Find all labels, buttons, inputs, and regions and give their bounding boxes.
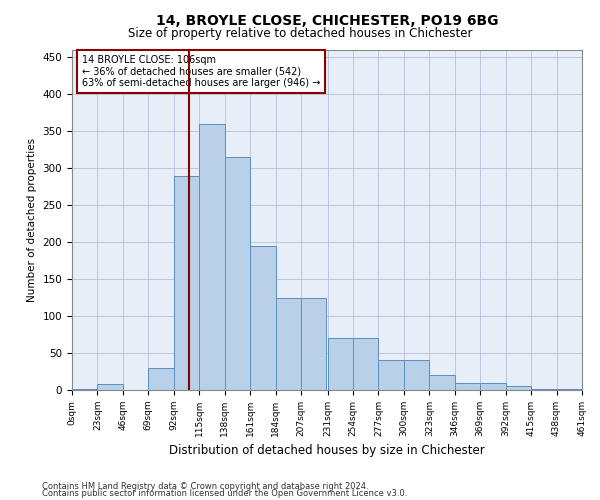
Bar [250,246,275,390]
Bar [506,386,531,390]
Bar [224,157,250,390]
Bar [557,388,582,390]
Bar [531,388,557,390]
Text: Contains HM Land Registry data © Crown copyright and database right 2024.: Contains HM Land Registry data © Crown c… [42,482,368,491]
Bar [199,124,224,390]
Bar [404,360,430,390]
Bar [379,360,404,390]
Bar [97,384,123,390]
Title: 14, BROYLE CLOSE, CHICHESTER, PO19 6BG: 14, BROYLE CLOSE, CHICHESTER, PO19 6BG [156,14,498,28]
Text: Size of property relative to detached houses in Chichester: Size of property relative to detached ho… [128,28,472,40]
Text: Contains public sector information licensed under the Open Government Licence v3: Contains public sector information licen… [42,490,407,498]
Y-axis label: Number of detached properties: Number of detached properties [27,138,37,302]
Bar [174,176,199,390]
Bar [430,375,455,390]
Bar [480,382,506,390]
Text: 14 BROYLE CLOSE: 106sqm
← 36% of detached houses are smaller (542)
63% of semi-d: 14 BROYLE CLOSE: 106sqm ← 36% of detache… [82,55,320,88]
Bar [353,338,379,390]
Bar [301,298,326,390]
Bar [148,368,174,390]
Bar [328,338,353,390]
Bar [455,382,480,390]
Bar [72,388,97,390]
X-axis label: Distribution of detached houses by size in Chichester: Distribution of detached houses by size … [169,444,485,458]
Bar [275,298,301,390]
